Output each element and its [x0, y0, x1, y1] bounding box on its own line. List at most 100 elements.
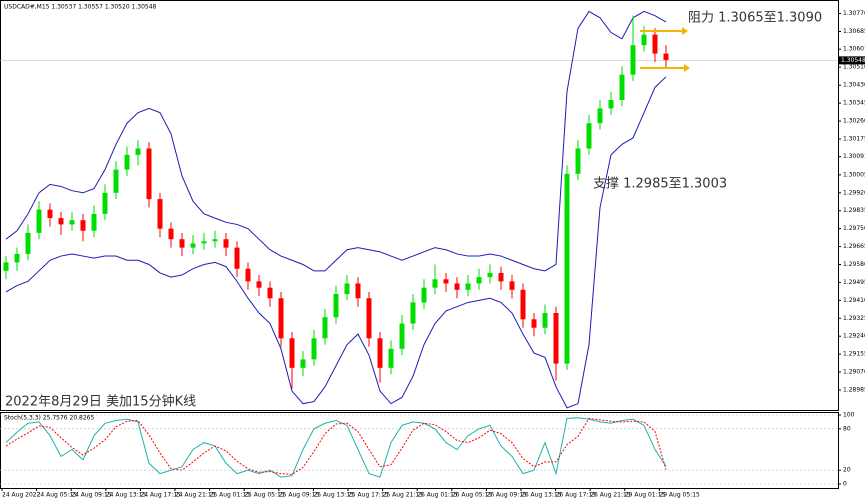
- candle-body: [597, 108, 603, 124]
- candle-body: [14, 253, 20, 263]
- candle-body: [69, 220, 75, 225]
- chart-header: USDCAD#,M15 1.30537 1.30557 1.30520 1.30…: [4, 4, 157, 11]
- candle-body: [476, 277, 482, 284]
- candle-body: [267, 287, 273, 299]
- x-tick-label: 24 Aug 21:15: [175, 492, 216, 499]
- candle-body: [630, 45, 636, 75]
- stoch-frame: [0, 412, 839, 489]
- support-label: 支撑 1.2985至1.3003: [593, 177, 727, 192]
- candle-body: [344, 283, 350, 295]
- candle-body: [278, 298, 284, 339]
- y-tick-label: 1.30345: [843, 100, 865, 107]
- candle-body: [410, 302, 416, 324]
- x-tick-label: 25 Aug 17:15: [348, 492, 389, 499]
- y-tick-label: 1.29070: [843, 369, 865, 376]
- candle-body: [168, 228, 174, 240]
- y-tick-label: 1.29240: [843, 333, 865, 340]
- candle-body: [652, 34, 658, 54]
- candle-body: [223, 239, 229, 248]
- x-tick-label: 24 Aug 2022: [2, 492, 41, 499]
- candle-body: [58, 218, 64, 225]
- stoch-tick-label: 100: [843, 412, 855, 419]
- x-tick-label: 25 Aug 05:15: [244, 492, 285, 499]
- current-price-label: 1.30548: [841, 57, 865, 64]
- y-tick-label: 1.30685: [843, 28, 865, 35]
- resistance-arrow: [640, 27, 688, 35]
- stoch-tick-label: 80: [843, 425, 851, 432]
- y-tick-label: 1.29155: [843, 351, 865, 358]
- y-tick-label: 1.29750: [843, 225, 865, 232]
- y-tick-label: 1.28985: [843, 386, 865, 393]
- y-tick-label: 1.29835: [843, 207, 865, 214]
- candle-body: [234, 247, 240, 269]
- candle-body: [399, 323, 405, 349]
- bollinger-lower: [5, 76, 667, 409]
- stoch-k: [5, 417, 667, 478]
- stoch-d: [5, 417, 667, 475]
- candle-body: [520, 289, 526, 320]
- resistance-label: 阻力 1.3065至1.3090: [688, 11, 822, 26]
- y-tick-label: 1.30770: [843, 10, 865, 17]
- candle-body: [322, 317, 328, 339]
- candle-body: [245, 268, 251, 282]
- candle-body: [531, 319, 537, 328]
- candle-body: [25, 232, 31, 254]
- candle-body: [113, 169, 119, 193]
- candle-body: [663, 53, 669, 60]
- candle-body: [135, 148, 141, 155]
- candle-body: [465, 283, 471, 290]
- candle-body: [421, 287, 427, 303]
- candle-body: [80, 220, 86, 231]
- main-frame: [0, 0, 839, 411]
- y-tick-label: 1.30430: [843, 82, 865, 89]
- y-tick-label: 1.30005: [843, 171, 865, 178]
- candle-body: [300, 359, 306, 368]
- x-tick-label: 26 Aug 21:15: [590, 492, 631, 499]
- candle-body: [366, 298, 372, 339]
- candle-body: [36, 209, 42, 233]
- candle-body: [212, 239, 218, 242]
- x-tick-label: 25 Aug 09:15: [279, 492, 320, 499]
- bollinger-upper: [5, 10, 667, 272]
- candle-body: [498, 272, 504, 282]
- candle-body: [487, 272, 493, 278]
- stoch-tick-label: 20: [843, 467, 851, 474]
- candle-body: [443, 279, 449, 284]
- candle-body: [333, 294, 339, 318]
- y-tick-label: 1.30175: [843, 136, 865, 143]
- candle-body: [190, 243, 196, 248]
- candle-body: [355, 283, 361, 299]
- candle-body: [564, 173, 570, 364]
- chart-caption: 2022年8月29日 美加15分钟K线: [5, 394, 196, 410]
- x-tick-label: 25 Aug 21:15: [383, 492, 424, 499]
- x-tick-label: 26 Aug 13:15: [521, 492, 562, 499]
- candle-body: [509, 281, 515, 290]
- support-arrow: [640, 64, 690, 72]
- y-tick-label: 1.30260: [843, 118, 865, 125]
- candle-body: [124, 154, 130, 170]
- y-tick-label: 1.29495: [843, 279, 865, 286]
- candle-body: [575, 148, 581, 174]
- x-tick-label: 26 Aug 09:15: [486, 492, 527, 499]
- y-tick-label: 1.29920: [843, 189, 865, 196]
- x-tick-label: 25 Aug 01:15: [210, 492, 251, 499]
- candle-body: [586, 123, 592, 149]
- x-tick-label: 26 Aug 01:15: [417, 492, 458, 499]
- current-price-box: [839, 56, 865, 65]
- candle-body: [91, 213, 97, 231]
- candle-body: [289, 338, 295, 368]
- x-tick-label: 24 Aug 09:15: [71, 492, 112, 499]
- candle-body: [47, 209, 53, 219]
- candle-body: [388, 348, 394, 368]
- candle-body: [608, 100, 614, 109]
- stoch-tick-label: 0: [843, 481, 847, 488]
- x-tick-label: 29 Aug 01:15: [625, 492, 666, 499]
- candle-body: [3, 262, 9, 271]
- candle-body: [619, 74, 625, 101]
- candle-body: [256, 281, 262, 288]
- candle-body: [454, 283, 460, 290]
- y-tick-label: 1.30516: [843, 64, 865, 71]
- y-tick-label: 1.29580: [843, 261, 865, 268]
- x-tick-label: 29 Aug 05:15: [659, 492, 700, 499]
- candle-body: [201, 241, 207, 244]
